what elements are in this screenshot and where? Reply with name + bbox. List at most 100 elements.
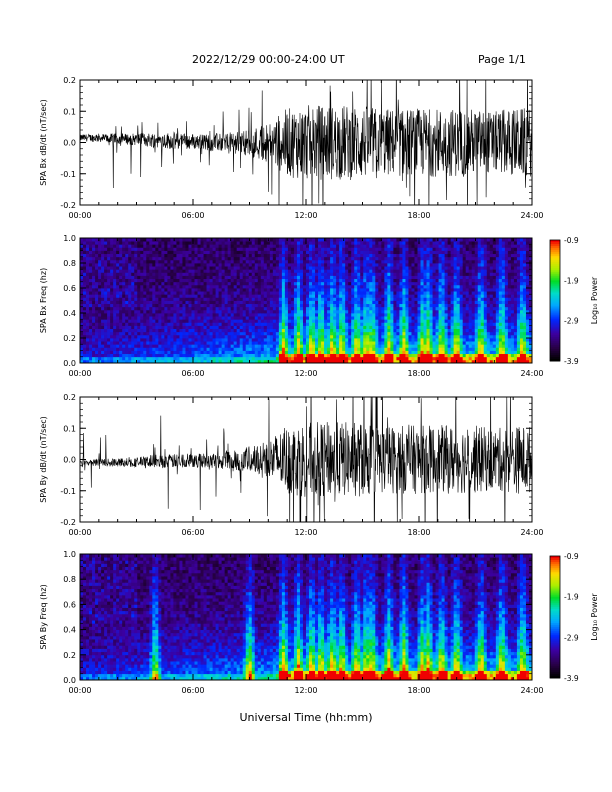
spectrogram-cell	[95, 269, 99, 273]
spectrogram-cell	[426, 256, 430, 261]
spectrogram-cell	[345, 341, 349, 345]
spectrogram-cell	[296, 241, 301, 245]
spectrogram-cell	[188, 244, 192, 248]
spectrogram-cell	[242, 241, 247, 245]
spectrogram-cell	[206, 316, 210, 320]
spectrogram-cell	[281, 319, 286, 323]
spectrogram-cell	[441, 294, 446, 298]
spectrogram-cell	[432, 334, 436, 339]
spectrogram-cell	[336, 347, 340, 351]
spectrogram-cell	[152, 309, 156, 314]
spectrogram-cell	[444, 359, 449, 364]
spectrogram-cell	[152, 288, 156, 292]
spectrogram-cell	[375, 259, 379, 264]
spectrogram-cell	[348, 338, 352, 342]
spectrogram-cell	[254, 281, 259, 286]
spectrogram-cell	[101, 272, 105, 276]
spectrogram-cell	[212, 288, 216, 292]
spectrogram-cell	[257, 303, 262, 308]
spectrogram-cell	[363, 269, 367, 273]
spectrogram-cell	[384, 275, 388, 280]
spectrogram-cell	[444, 297, 449, 301]
spectrogram-cell	[182, 338, 186, 342]
spectrogram-cell	[327, 284, 331, 289]
spectrogram-cell	[306, 294, 310, 298]
spectrogram-cell	[375, 331, 379, 336]
spectrogram-cell	[248, 275, 253, 280]
spectrogram-cell	[203, 263, 207, 267]
spectrogram-cell	[107, 238, 111, 242]
spectrogram-cell	[444, 325, 449, 330]
spectrogram-cell	[230, 297, 235, 301]
spectrogram-cell	[360, 259, 364, 264]
spectrogram-cell	[212, 344, 216, 348]
spectrogram-cell	[98, 238, 102, 242]
spectrogram-cell	[375, 284, 379, 289]
spectrogram-cell	[327, 334, 331, 339]
spectrogram-cell	[119, 275, 123, 280]
spectrogram-cell	[293, 306, 298, 311]
spectrogram-cell	[435, 359, 439, 364]
spectrogram-cell	[306, 356, 310, 361]
spectrogram-cell	[336, 325, 340, 330]
spectrogram-cell	[95, 353, 99, 358]
spectrogram-cell	[290, 266, 295, 270]
spectrogram-cell	[354, 288, 358, 292]
spectrogram-cell	[260, 341, 265, 345]
spectrogram-cell	[375, 344, 379, 348]
spectrogram-cell	[423, 288, 427, 292]
spectrogram-cell	[269, 338, 274, 342]
spectrogram-cell	[122, 263, 126, 267]
spectrogram-cell	[399, 341, 403, 345]
spectrogram-cell	[396, 300, 400, 305]
spectrogram-cell	[257, 253, 262, 258]
spectrogram-cell	[209, 269, 213, 273]
spectrogram-cell	[185, 334, 189, 339]
spectrogram-cell	[384, 272, 388, 276]
spectrogram-cell	[426, 241, 430, 245]
spectrogram-cell	[296, 344, 301, 348]
spectrogram-cell	[423, 253, 427, 258]
spectrogram-cell	[134, 266, 138, 270]
spectrogram-cell	[324, 341, 328, 345]
spectrogram-cell	[146, 244, 150, 248]
spectrogram-cell	[257, 344, 262, 348]
spectrogram-cell	[185, 328, 189, 333]
spectrogram-cell	[381, 350, 385, 355]
spectrogram-cell	[315, 238, 319, 242]
spectrogram-cell	[420, 306, 424, 311]
spectrogram-cell	[101, 356, 105, 361]
spectrogram-cell	[263, 266, 268, 270]
spectrogram-cell	[206, 359, 210, 364]
spectrogram-cell	[155, 325, 159, 330]
spectrogram-cell	[278, 331, 283, 336]
spectrogram-cell	[284, 263, 289, 267]
spectrogram-cell	[215, 269, 220, 273]
spectrogram-cell	[167, 300, 171, 305]
spectrogram-cell	[170, 300, 174, 305]
spectrogram-cell	[429, 256, 433, 261]
spectrogram-cell	[122, 306, 126, 311]
spectrogram-cell	[149, 331, 153, 336]
spectrogram-cell	[101, 341, 105, 345]
spectrogram-cell	[212, 325, 216, 330]
spectrogram-cell	[426, 341, 430, 345]
spectrogram-cell	[357, 359, 361, 364]
spectrogram-cell	[339, 313, 343, 317]
spectrogram-cell	[197, 288, 201, 292]
spectrogram-cell	[366, 256, 370, 261]
spectrogram-cell	[248, 328, 253, 333]
spectrogram-cell	[321, 313, 325, 317]
spectrogram-cell	[215, 313, 220, 317]
spectrogram-cell	[321, 291, 325, 295]
spectrogram-cell	[321, 347, 325, 351]
spectrogram-cell	[393, 347, 397, 351]
spectrogram-cell	[233, 297, 238, 301]
spectrogram-cell	[215, 253, 220, 258]
spectrogram-cell	[95, 344, 99, 348]
spectrogram-cell	[203, 303, 207, 308]
spectrogram-cell	[161, 281, 165, 286]
spectrogram-cell	[224, 275, 229, 280]
spectrogram-cell	[399, 344, 403, 348]
spectrogram-cell	[209, 353, 213, 358]
